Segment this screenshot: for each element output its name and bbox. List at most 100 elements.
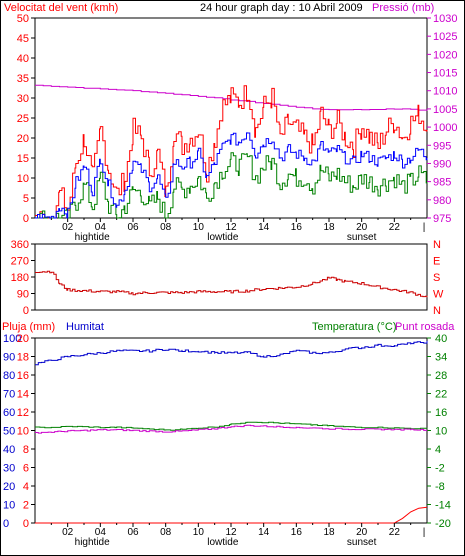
panel1-left-tick-label: 15 xyxy=(17,153,29,165)
panel1-right-tick-label: 1015 xyxy=(433,68,457,80)
x-tick-label: 08 xyxy=(160,222,172,233)
panel1-right-tick-label: 995 xyxy=(433,140,451,152)
panel3-pluja-tick-label: 12 xyxy=(17,407,29,419)
panel3-right-tick-label: -14 xyxy=(435,500,451,512)
panel1-left-label: Velocitat del vent (kmh) xyxy=(4,2,118,14)
panel3-pluja-tick-label: 8 xyxy=(23,444,29,456)
x-tick-label: 04 xyxy=(95,527,107,538)
panel1-left-tick-label: 40 xyxy=(17,53,29,65)
panel2-left-tick-label: 180 xyxy=(11,272,29,284)
panel3-right-tick-label: 34 xyxy=(435,352,447,364)
x-tick-label: 14 xyxy=(258,527,270,538)
panel2-right-label: N xyxy=(433,239,441,251)
x-tick-label: 02 xyxy=(62,222,74,233)
panel3-pluja-tick-label: 0 xyxy=(23,518,29,530)
panel2-right-label: W xyxy=(433,289,444,301)
panel3-right-tick-label: 40 xyxy=(435,333,447,345)
x-marker-label: hightide xyxy=(75,537,110,548)
x-tick-label: 18 xyxy=(323,527,335,538)
panel1-right-tick-label: 975 xyxy=(433,213,451,225)
panel1-left-tick-label: 10 xyxy=(17,173,29,185)
x-end-marker: | xyxy=(423,222,426,233)
panel1-right-tick-label: 1030 xyxy=(433,13,457,25)
x-tick-label: 16 xyxy=(291,527,303,538)
panel3-right-tick-label: 22 xyxy=(435,389,447,401)
x-marker-label: sunset xyxy=(347,537,377,548)
x-tick-label: 12 xyxy=(225,222,237,233)
series-wind-min xyxy=(35,152,428,219)
panel3-humitat-tick-label: 20 xyxy=(3,481,15,493)
panel3-humitat-tick-label: 40 xyxy=(3,444,15,456)
x-marker-label: lowtide xyxy=(207,537,239,548)
panel2-left-tick-label: 360 xyxy=(11,239,29,251)
x-tick-label: 20 xyxy=(356,527,368,538)
panel2-frame xyxy=(34,243,428,311)
panel3-right-tick-label: 4 xyxy=(435,444,441,456)
series-rain xyxy=(35,506,428,524)
panel1-left-tick-label: 45 xyxy=(17,33,29,45)
panel1-right-tick-label: 985 xyxy=(433,177,451,189)
x-marker-label: sunset xyxy=(347,232,377,243)
x-tick-label: 06 xyxy=(127,222,139,233)
panel1-left-tick-label: 25 xyxy=(17,113,29,125)
x-marker-label: lowtide xyxy=(207,232,239,243)
panel1-frame xyxy=(34,17,428,219)
panel1-left-tick-label: 35 xyxy=(17,73,29,85)
panel1-title: 24 hour graph day : 10 Abril 2009 xyxy=(200,2,363,14)
panel1-left-tick-label: 0 xyxy=(23,213,29,225)
panel3-humitat-tick-label: 60 xyxy=(3,407,15,419)
panel1-right-tick-label: 1025 xyxy=(433,31,457,43)
panel1-right-label: Pressió (mb) xyxy=(372,2,434,14)
panel2-right-label: S xyxy=(433,272,440,284)
series-wind-gust xyxy=(35,85,428,219)
x-end-marker: | xyxy=(423,527,426,538)
panel2-left-tick-label: 90 xyxy=(17,289,29,301)
panel3-pluja-label: Pluja (mm) xyxy=(2,321,55,333)
series-humidity xyxy=(35,340,428,366)
panel3-frame xyxy=(34,337,428,524)
panel3-right-tick-label: -20 xyxy=(435,518,451,530)
x-tick-label: 18 xyxy=(323,222,335,233)
panel3-right-tick-label: 28 xyxy=(435,370,447,382)
panel1-left-tick-label: 5 xyxy=(23,193,29,205)
panel2-right-label: E xyxy=(433,256,440,268)
panel3-humitat-tick-label: 10 xyxy=(3,500,15,512)
panel3-pluja-tick-label: 18 xyxy=(17,352,29,364)
panel3-pluja-tick-label: 6 xyxy=(23,463,29,475)
panel3-humitat-tick-label: 80 xyxy=(3,370,15,382)
panel3-humitat-tick-label: 30 xyxy=(3,463,15,475)
panel3-pluja-tick-label: 20 xyxy=(17,333,29,345)
x-tick-label: 16 xyxy=(291,222,303,233)
panel1-right-tick-label: 1020 xyxy=(433,49,457,61)
x-tick-label: 22 xyxy=(389,222,401,233)
panel3-pluja-tick-label: 14 xyxy=(17,389,29,401)
panel1-right-tick-label: 1005 xyxy=(433,104,457,116)
series-temperature xyxy=(35,421,428,431)
panel3-humitat-tick-label: 100 xyxy=(3,333,21,345)
x-tick-label: 08 xyxy=(160,527,172,538)
panel1-left-tick-label: 50 xyxy=(17,13,29,25)
panel3-pluja-tick-label: 10 xyxy=(17,426,29,438)
panel2-right-label: N xyxy=(433,305,441,317)
panel1-right-tick-label: 990 xyxy=(433,158,451,170)
panel3-pluja-tick-label: 16 xyxy=(17,370,29,382)
x-marker-label: hightide xyxy=(75,232,110,243)
x-tick-label: 10 xyxy=(193,222,205,233)
series-dewpoint xyxy=(35,424,428,434)
x-tick-label: 02 xyxy=(62,527,74,538)
panel1-right-tick-label: 1000 xyxy=(433,122,457,134)
x-tick-label: 12 xyxy=(225,527,237,538)
panel3-humitat-tick-label: 90 xyxy=(3,352,15,364)
panel3-pluja-tick-label: 2 xyxy=(23,500,29,512)
panel1-left-tick-label: 20 xyxy=(17,133,29,145)
panel3-humitat-tick-label: 0 xyxy=(3,518,9,530)
panel2-left-tick-label: 270 xyxy=(11,256,29,268)
panel2-left-tick-label: 0 xyxy=(23,305,29,317)
panel1-right-tick-label: 1010 xyxy=(433,86,457,98)
x-tick-label: 04 xyxy=(95,222,107,233)
panel3-dew-label: Punt rosada xyxy=(395,321,455,333)
panel3-temp-label: Temperatura (°C) xyxy=(312,321,396,333)
panel1-right-tick-label: 980 xyxy=(433,195,451,207)
panel1-left-tick-label: 30 xyxy=(17,93,29,105)
